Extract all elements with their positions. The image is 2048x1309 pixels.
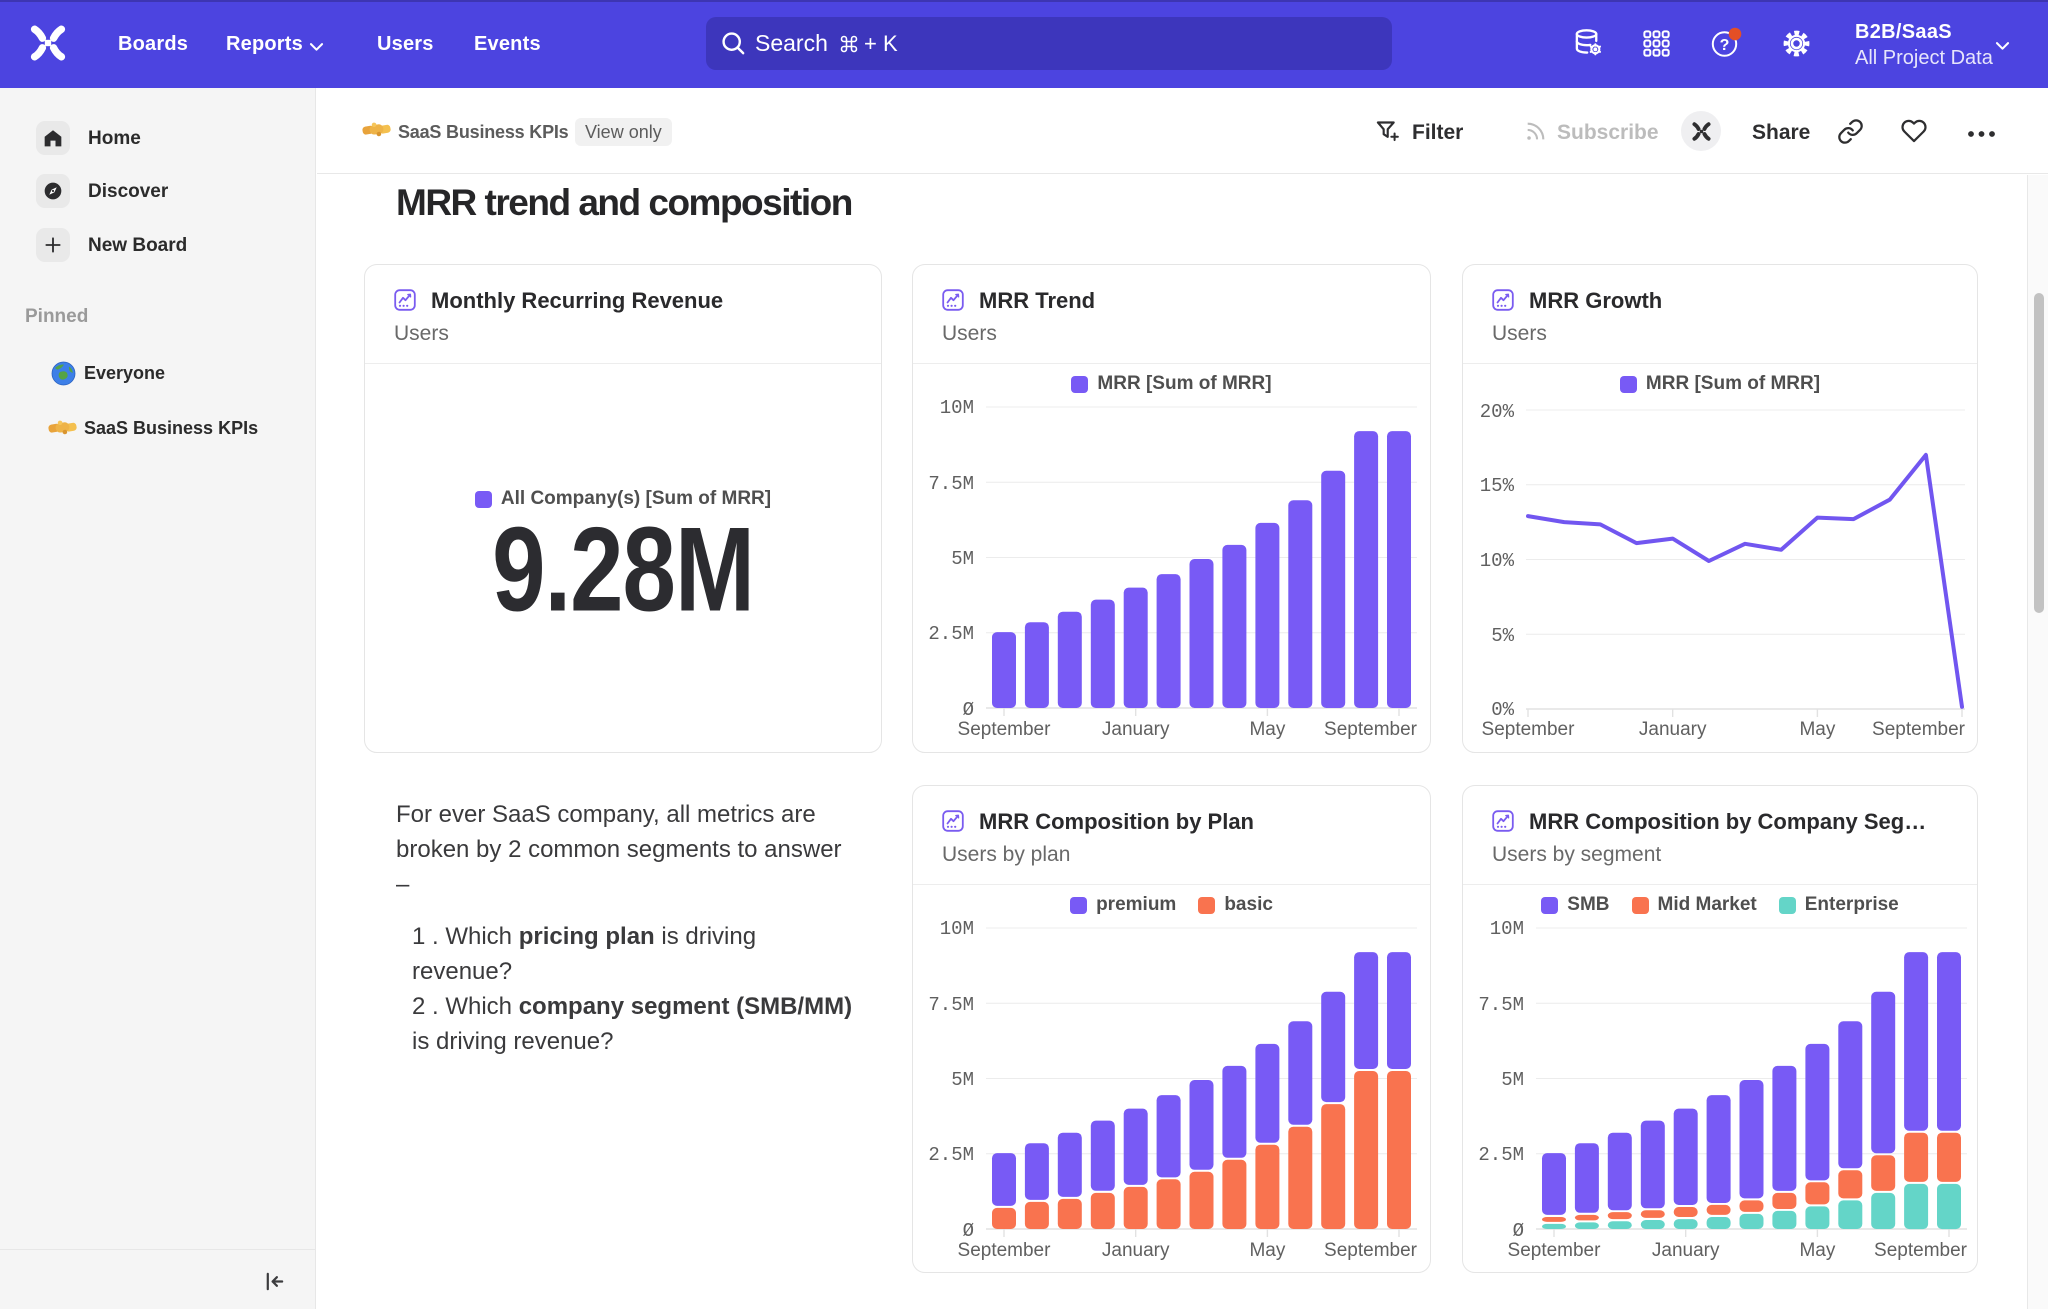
svg-text:2.5M: 2.5M (928, 623, 974, 645)
svg-text:20%: 20% (1480, 401, 1515, 423)
svg-text:10M: 10M (1490, 918, 1524, 940)
svg-text:May: May (1799, 1240, 1835, 1261)
svg-text:September: September (1324, 1240, 1418, 1261)
svg-text:5M: 5M (951, 548, 974, 570)
svg-text:10%: 10% (1480, 550, 1515, 572)
svg-text:January: January (1102, 719, 1170, 740)
svg-text:Ø: Ø (963, 1220, 974, 1242)
svg-text:5M: 5M (1501, 1069, 1524, 1091)
svg-text:May: May (1249, 1240, 1285, 1261)
svg-text:2.5M: 2.5M (1478, 1144, 1524, 1166)
svg-text:Ø: Ø (963, 699, 974, 721)
svg-text:September: September (1324, 719, 1418, 740)
svg-text:September: September (958, 1240, 1052, 1261)
svg-text:May: May (1799, 719, 1835, 740)
svg-text:January: January (1639, 719, 1707, 740)
svg-text:January: January (1652, 1240, 1720, 1261)
svg-text:Ø: Ø (1513, 1220, 1524, 1242)
svg-text:15%: 15% (1480, 475, 1515, 497)
svg-text:7.5M: 7.5M (928, 473, 974, 495)
svg-text:September: September (1482, 719, 1576, 740)
svg-text:January: January (1102, 1240, 1170, 1261)
svg-text:September: September (958, 719, 1052, 740)
svg-text:0%: 0% (1491, 699, 1514, 721)
svg-text:?: ? (1720, 37, 1730, 54)
svg-text:7.5M: 7.5M (928, 994, 974, 1016)
svg-text:September: September (1508, 1240, 1602, 1261)
svg-text:May: May (1249, 719, 1285, 740)
svg-text:2.5M: 2.5M (928, 1144, 974, 1166)
svg-text:September: September (1874, 1240, 1968, 1261)
svg-text:7.5M: 7.5M (1478, 994, 1524, 1016)
svg-text:5%: 5% (1491, 625, 1514, 647)
svg-text:10M: 10M (940, 397, 974, 419)
svg-text:5M: 5M (951, 1069, 974, 1091)
svg-text:September: September (1872, 719, 1966, 740)
svg-text:10M: 10M (940, 918, 974, 940)
